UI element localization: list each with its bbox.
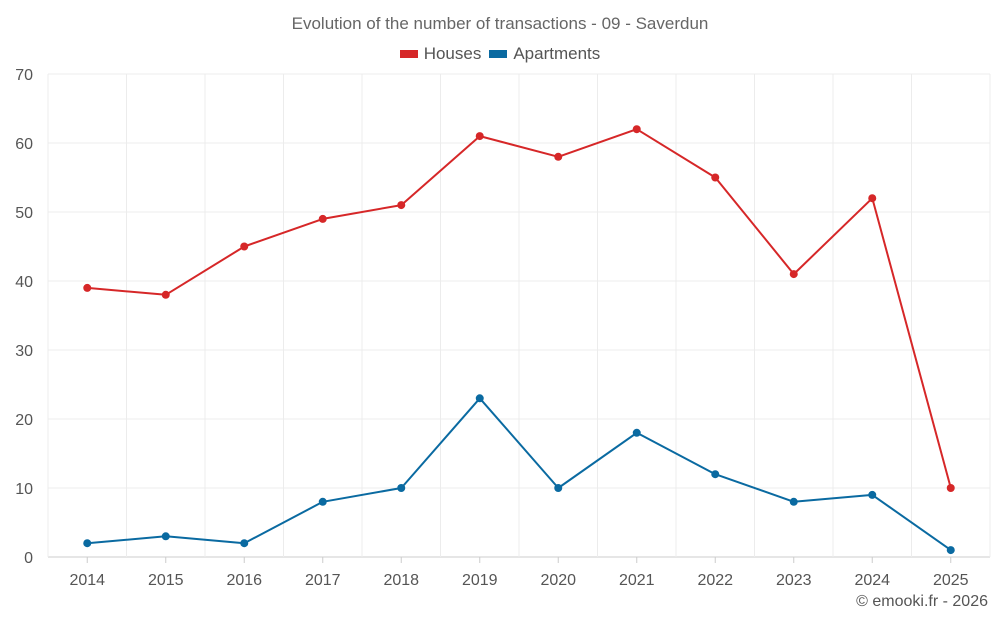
data-point-apartments: [83, 539, 92, 548]
data-point-houses: [632, 125, 641, 134]
x-tick-label: 2015: [148, 572, 184, 589]
y-tick-label: 20: [15, 412, 33, 429]
series-line-houses: [87, 128, 952, 489]
data-point-apartments: [946, 546, 955, 555]
y-tick-label: 60: [15, 136, 33, 153]
y-tick-label: 10: [15, 481, 33, 498]
x-tick-label: 2023: [776, 572, 812, 589]
y-tick-label: 30: [15, 343, 33, 360]
x-tick-label: 2025: [933, 572, 969, 589]
legend-item-houses[interactable]: Houses: [399, 44, 482, 64]
data-point-houses: [83, 283, 92, 292]
data-point-apartments: [632, 428, 641, 437]
data-point-apartments: [475, 394, 484, 403]
data-point-houses: [161, 290, 170, 299]
y-tick-label: 40: [15, 274, 33, 291]
legend-label-houses: Houses: [423, 44, 482, 63]
y-tick-label: 70: [15, 67, 33, 84]
legend-label-apartments: Apartments: [513, 44, 601, 63]
x-tick-label: 2014: [69, 572, 105, 589]
x-tick-label: 2024: [854, 572, 890, 589]
y-tick-label: 0: [24, 550, 33, 567]
data-point-houses: [475, 132, 484, 141]
legend-item-apartments[interactable]: Apartments: [489, 44, 600, 64]
data-point-apartments: [240, 539, 249, 548]
data-point-houses: [711, 173, 720, 182]
data-point-houses: [868, 194, 877, 203]
data-point-houses: [397, 201, 406, 210]
data-point-houses: [946, 484, 955, 492]
data-point-apartments: [397, 484, 406, 492]
x-tick-label: 2017: [305, 572, 341, 589]
x-tick-label: 2016: [226, 572, 262, 589]
series-line-apartments: [87, 397, 952, 551]
x-tick-label: 2020: [540, 572, 576, 589]
data-point-apartments: [711, 470, 720, 479]
data-point-apartments: [868, 490, 877, 499]
x-tick-label: 2019: [462, 572, 498, 589]
chart-title: Evolution of the number of transactions …: [291, 14, 709, 33]
data-point-apartments: [554, 484, 563, 492]
x-tick-label: 2021: [619, 572, 655, 589]
legend-swatch-apartments: [489, 50, 508, 58]
data-point-houses: [789, 270, 798, 279]
x-tick-label: 2018: [383, 572, 419, 589]
data-point-houses: [554, 152, 563, 161]
data-point-houses: [318, 214, 327, 223]
legend-swatch-houses: [399, 50, 418, 58]
data-point-apartments: [318, 497, 327, 506]
x-tick-label: 2022: [697, 572, 733, 589]
legend: Houses Apartments: [0, 44, 1000, 64]
credit-text: © emooki.fr - 2026: [856, 593, 988, 610]
y-tick-label: 50: [15, 205, 33, 222]
data-point-houses: [240, 242, 249, 251]
data-point-apartments: [789, 497, 798, 506]
data-point-apartments: [161, 532, 170, 541]
